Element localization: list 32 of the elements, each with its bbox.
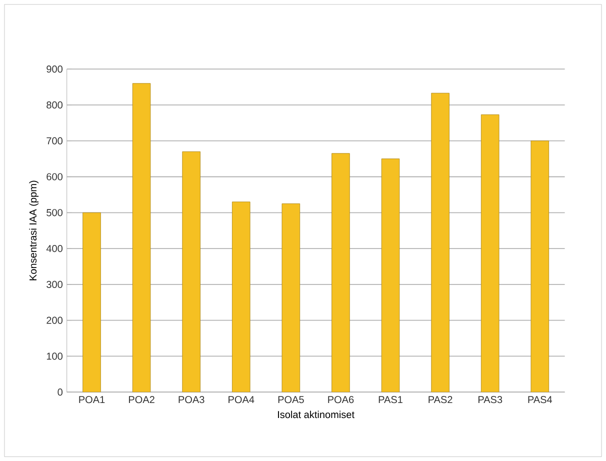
x-tick-label: PAS4 — [528, 396, 552, 404]
y-tick-label: 900 — [46, 65, 63, 73]
bar — [381, 158, 400, 392]
x-tick-label: PAS2 — [428, 396, 452, 404]
y-tick-label: 0 — [58, 388, 63, 396]
bar — [232, 202, 250, 392]
bar — [480, 114, 500, 392]
y-tick-label: 200 — [46, 316, 63, 324]
y-axis-title: Konsentrasi IAA (ppm) — [29, 180, 39, 280]
y-tick-label: 300 — [46, 280, 63, 288]
x-tick-label: POA1 — [79, 396, 105, 404]
bar — [332, 153, 350, 392]
x-tick-label: POA6 — [328, 396, 354, 404]
bar — [82, 212, 101, 392]
y-tick-label: 500 — [46, 209, 63, 216]
x-tick-label: PAS3 — [478, 396, 502, 404]
bar — [182, 151, 200, 392]
x-tick-label: POA4 — [228, 396, 254, 404]
y-tick-label: 400 — [46, 244, 63, 252]
x-tick-label: POA3 — [178, 396, 204, 404]
bar — [132, 83, 151, 392]
y-tick-label: 600 — [46, 173, 63, 180]
y-tick-label: 800 — [46, 101, 63, 108]
y-tick-label: 100 — [46, 352, 63, 360]
bar — [530, 140, 550, 392]
bar — [431, 92, 450, 392]
x-tick-label: POA5 — [278, 396, 304, 404]
x-axis-title: Isolat aktinomiset — [278, 410, 354, 418]
y-tick-label: 700 — [46, 137, 63, 144]
x-tick-label: PAS1 — [378, 396, 402, 404]
bar — [282, 203, 300, 392]
x-tick-label: POA2 — [128, 396, 154, 404]
